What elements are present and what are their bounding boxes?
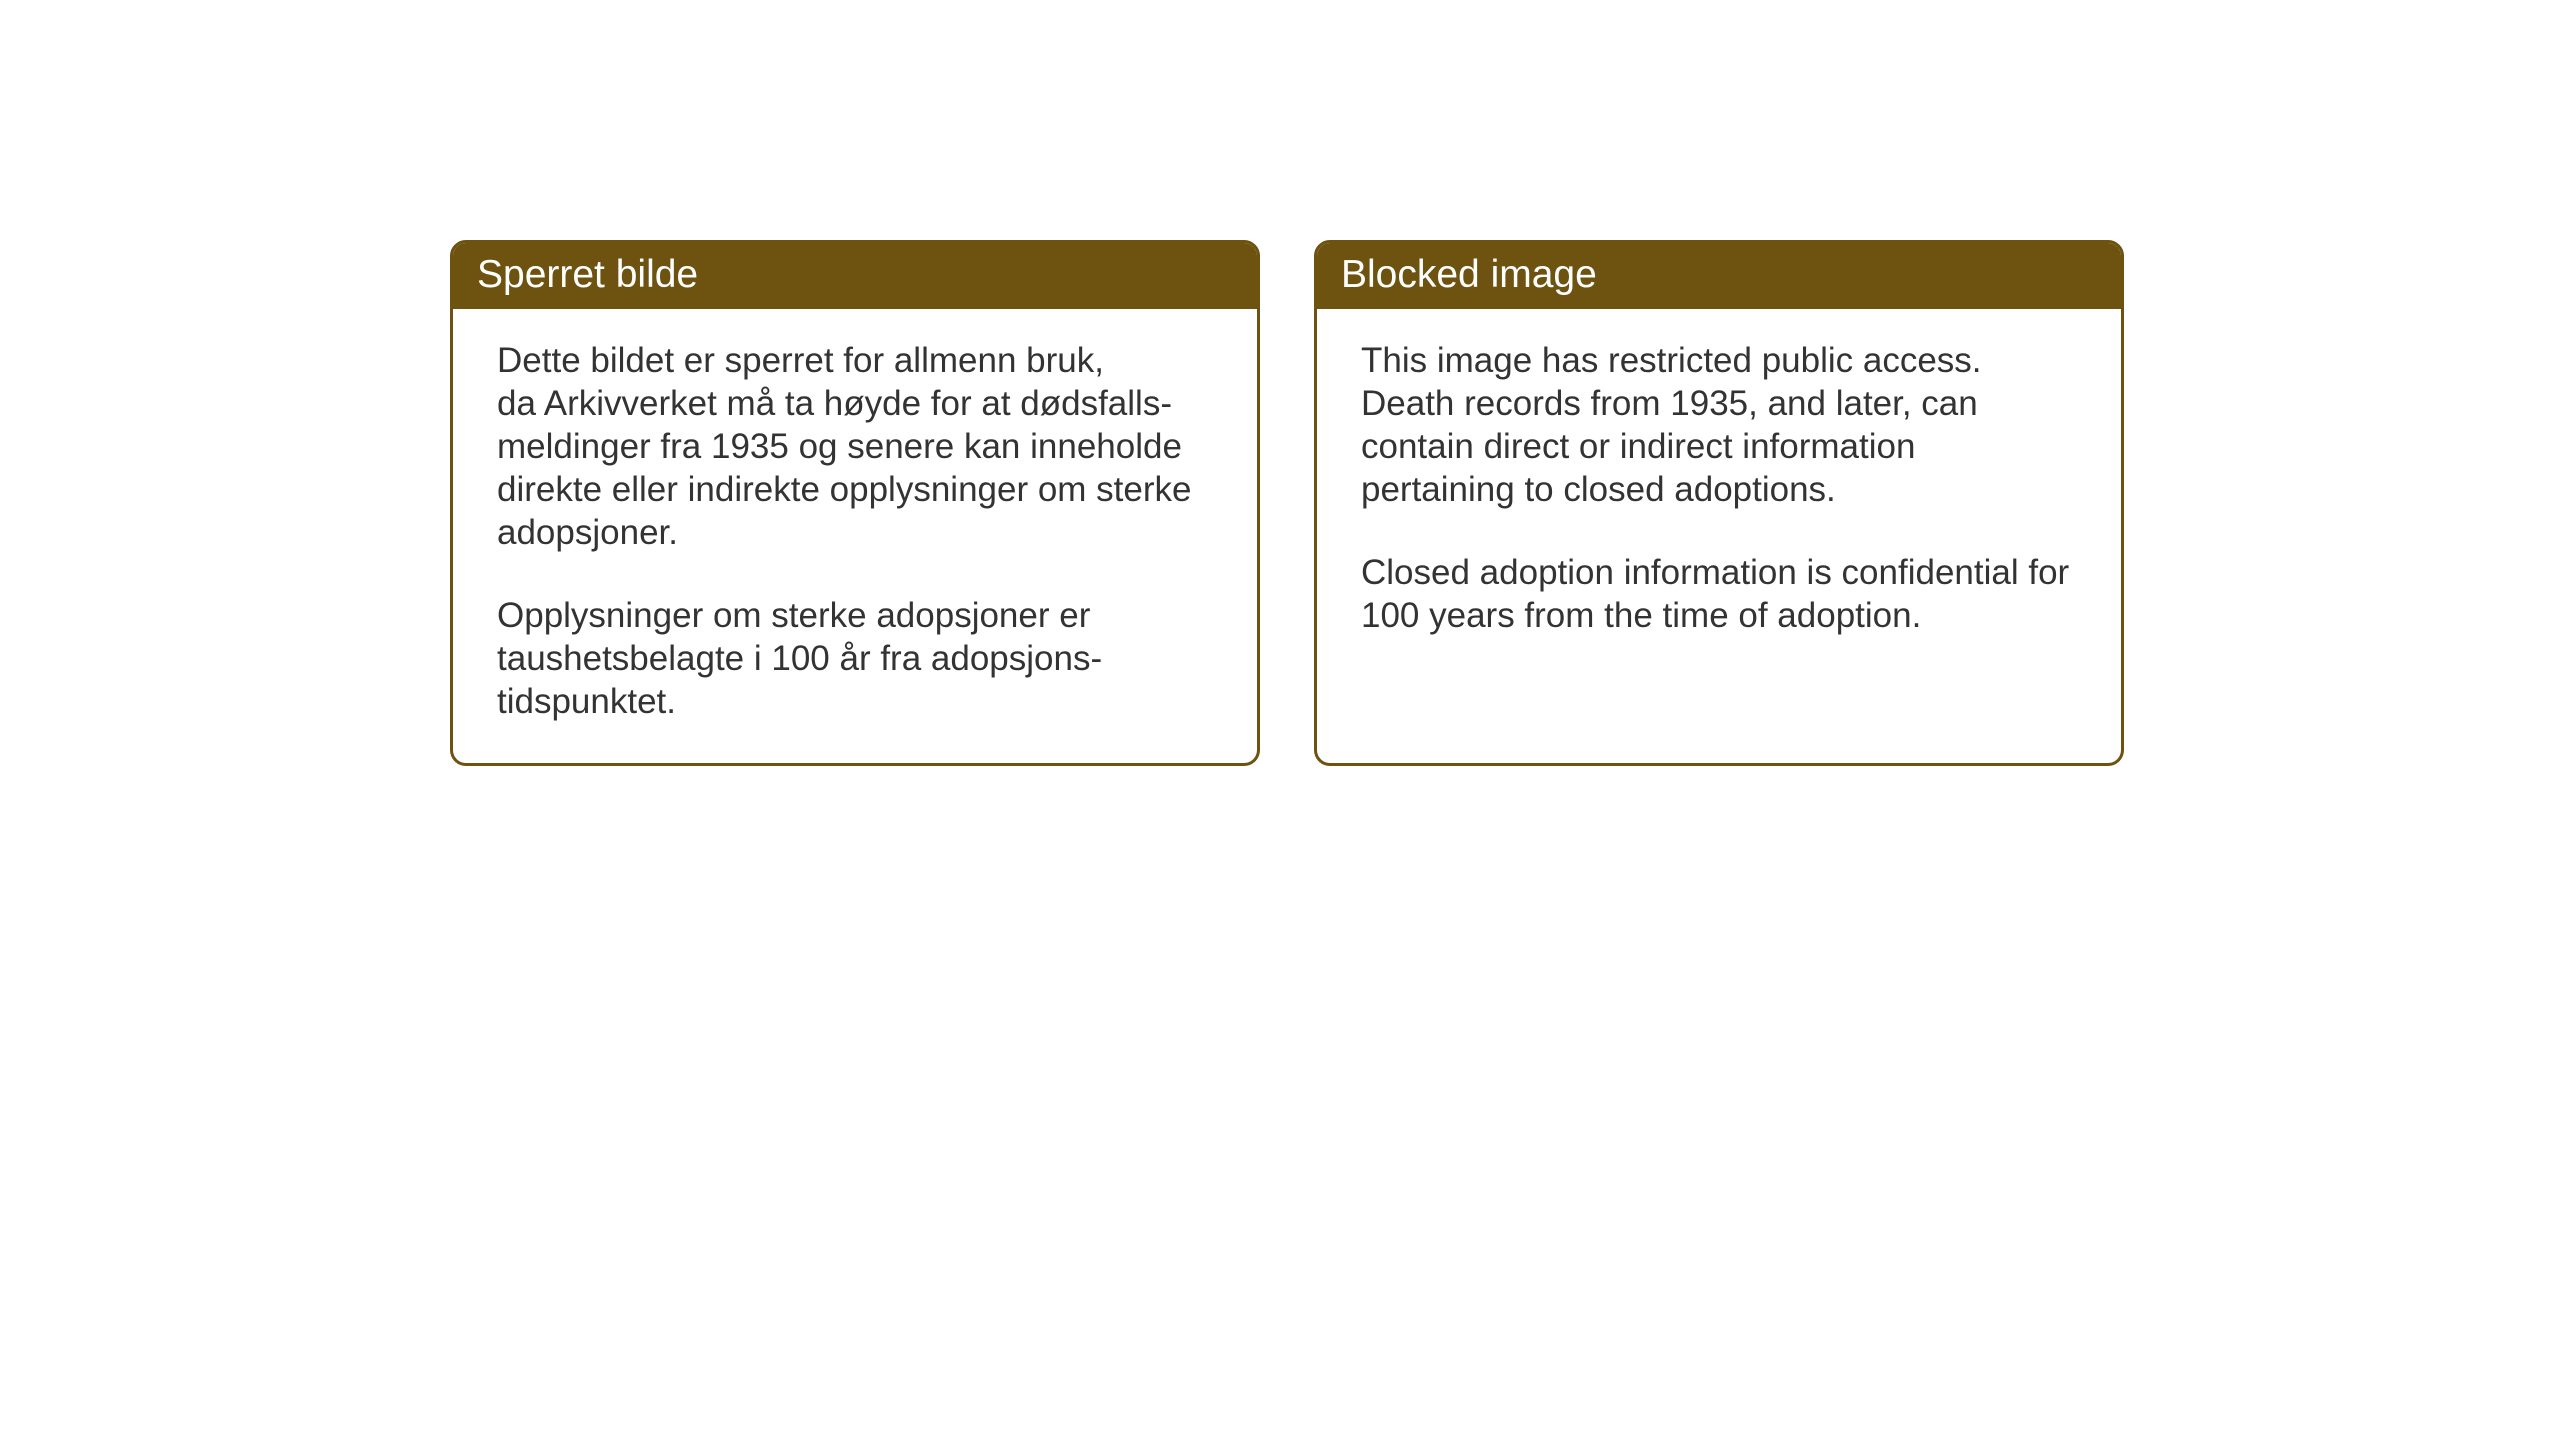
- notice-box-norwegian: Sperret bilde Dette bildet er sperret fo…: [450, 240, 1260, 766]
- notice-container: Sperret bilde Dette bildet er sperret fo…: [450, 240, 2124, 766]
- notice-header-english: Blocked image: [1317, 243, 2121, 309]
- notice-body-english: This image has restricted public access.…: [1317, 309, 2121, 677]
- notice-paragraph-1-english: This image has restricted public access.…: [1361, 339, 2077, 511]
- notice-header-norwegian: Sperret bilde: [453, 243, 1257, 309]
- notice-paragraph-2-norwegian: Opplysninger om sterke adopsjoner er tau…: [497, 594, 1213, 723]
- notice-body-norwegian: Dette bildet er sperret for allmenn bruk…: [453, 309, 1257, 763]
- notice-box-english: Blocked image This image has restricted …: [1314, 240, 2124, 766]
- notice-paragraph-1-norwegian: Dette bildet er sperret for allmenn bruk…: [497, 339, 1213, 554]
- notice-paragraph-2-english: Closed adoption information is confident…: [1361, 551, 2077, 637]
